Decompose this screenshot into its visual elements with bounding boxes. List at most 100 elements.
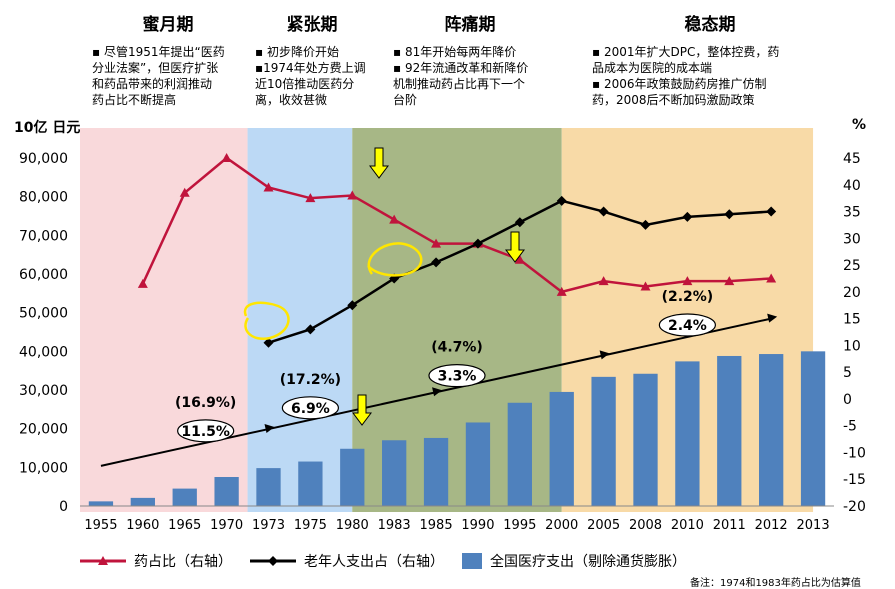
x-tick-label: 1995 bbox=[503, 518, 536, 533]
right-axis-unit: % bbox=[852, 117, 867, 133]
cagr-label: (17.2%) bbox=[280, 372, 341, 388]
elderly-point-2011 bbox=[724, 209, 735, 220]
left-tick-label: 60,000 bbox=[19, 267, 68, 283]
right-tick-label: 35 bbox=[843, 205, 861, 221]
legend-drug-ratio-label: 药占比（右轴） bbox=[134, 554, 232, 570]
drug-ratio-point-2005 bbox=[598, 276, 609, 286]
elderly-point-2010 bbox=[682, 211, 693, 222]
legend-drug-ratio: 药占比（右轴） bbox=[80, 551, 232, 571]
yellow-highlight-circle bbox=[243, 301, 290, 341]
x-tick-label: 1973 bbox=[252, 518, 285, 533]
right-tick-label: 30 bbox=[843, 231, 861, 247]
growth-rate-label: 6.9% bbox=[291, 401, 330, 417]
right-tick-label: 10 bbox=[843, 338, 861, 354]
drug-ratio-point-2000 bbox=[556, 286, 567, 296]
left-axis-unit: 10亿 日元 bbox=[14, 120, 81, 136]
x-tick-label: 1955 bbox=[84, 518, 117, 533]
bar-1973 bbox=[256, 468, 281, 506]
elderly-point-1995 bbox=[514, 217, 525, 228]
yellow-highlight-circle bbox=[367, 242, 423, 277]
left-tick-label: 50,000 bbox=[19, 306, 68, 322]
note-line: ▪ 2006年政策鼓励药房推广仿制 bbox=[592, 77, 767, 91]
note-line: 和药品带来的利润推动 bbox=[92, 77, 213, 91]
elderly-point-1990 bbox=[472, 238, 483, 249]
note-line: 机制推动药占比再下一个 bbox=[393, 77, 526, 91]
yellow-down-arrow-icon bbox=[369, 147, 389, 179]
phase-title-honeymoon: 蜜月期 bbox=[142, 15, 194, 35]
left-tick-label: 0 bbox=[59, 499, 68, 515]
drug-ratio-line bbox=[141, 156, 772, 294]
note-line: ▪ 2001年扩大DPC，整体控费，药 bbox=[592, 45, 780, 59]
note-line: 品成本为医院的成本端 bbox=[592, 61, 713, 75]
bar-1985 bbox=[423, 437, 449, 506]
drug-ratio-point-1973 bbox=[263, 182, 274, 192]
legend-elderly-label: 老年人支出占（右轴） bbox=[304, 554, 444, 570]
left-tick-label: 40,000 bbox=[19, 344, 68, 360]
phase-notes-tension: ▪ 初步降价开始 ▪1974年处方费上调 近10倍推动医药分 离，收效甚微 bbox=[255, 44, 395, 108]
elderly-point-1985 bbox=[431, 257, 442, 268]
bar-1990 bbox=[465, 422, 491, 506]
drug-ratio-point-1975 bbox=[305, 193, 316, 203]
right-tick-label: -20 bbox=[843, 499, 866, 515]
bar-2013 bbox=[800, 351, 826, 506]
bar-1970 bbox=[214, 477, 239, 506]
right-tick-label: 5 bbox=[843, 365, 852, 381]
bar-2008 bbox=[633, 373, 658, 506]
x-tick-label: 2013 bbox=[797, 518, 830, 533]
drug-ratio-point-2012 bbox=[766, 273, 777, 283]
elderly-point-1980 bbox=[347, 300, 358, 311]
drug-ratio-point-1995 bbox=[514, 254, 525, 264]
trend-arrowhead bbox=[599, 350, 610, 360]
bar-1995 bbox=[507, 402, 532, 506]
drug-ratio-point-1970 bbox=[221, 153, 232, 162]
growth-rate-label: 2.4% bbox=[668, 318, 707, 334]
x-tick-label: 1975 bbox=[294, 518, 327, 533]
phase-band-1 bbox=[80, 128, 248, 512]
note-line: ▪ 81年开始每两年降价 bbox=[393, 45, 517, 59]
legend-elderly-swatch bbox=[250, 556, 296, 566]
cagr-label: (4.7%) bbox=[431, 340, 483, 356]
bar-2005 bbox=[591, 376, 616, 506]
x-tick-label: 1985 bbox=[420, 518, 453, 533]
note-line: ▪ 92年流通改革和新降价 bbox=[393, 61, 529, 75]
trend-arrowhead bbox=[767, 313, 778, 323]
trend-arrowhead bbox=[264, 424, 275, 434]
x-tick-label: 1965 bbox=[168, 518, 201, 533]
growth-rate-bubble bbox=[658, 313, 716, 337]
drug-ratio-point-1965 bbox=[179, 187, 190, 197]
bar-1983 bbox=[382, 440, 407, 506]
note-line: ▪ 尽管1951年提出“医药 bbox=[92, 45, 225, 59]
right-tick-label: 0 bbox=[843, 392, 852, 408]
elderly-point-1973 bbox=[263, 337, 274, 348]
x-tick-label: 1990 bbox=[461, 518, 494, 533]
cagr-label: (2.2%) bbox=[662, 289, 714, 305]
elderly-point-2012 bbox=[766, 206, 777, 217]
right-tick-label: 40 bbox=[843, 178, 861, 194]
phase-title-tension: 紧张期 bbox=[286, 15, 338, 35]
x-tick-label: 2011 bbox=[713, 518, 746, 533]
elderly-point-2000 bbox=[556, 195, 567, 206]
phase-title-stable: 稳态期 bbox=[684, 15, 736, 35]
bar-1980 bbox=[340, 448, 365, 506]
yellow-down-arrow-icon bbox=[505, 231, 525, 263]
left-tick-label: 30,000 bbox=[19, 383, 68, 399]
phase-title-pain: 阵痛期 bbox=[444, 15, 496, 35]
left-tick-label: 90,000 bbox=[19, 151, 68, 167]
growth-rate-label: 3.3% bbox=[438, 369, 477, 385]
legend-spending-label: 全国医疗支出（剔除通货膨胀） bbox=[490, 554, 686, 570]
legend-spending: 全国医疗支出（剔除通货膨胀） bbox=[462, 551, 686, 571]
growth-rate-bubble bbox=[177, 419, 235, 443]
trend-arrowhead bbox=[432, 387, 443, 397]
drug-ratio-point-1983 bbox=[389, 214, 400, 224]
left-tick-label: 80,000 bbox=[19, 190, 68, 206]
yellow-down-arrow-icon bbox=[352, 394, 372, 426]
elderly-point-1975 bbox=[305, 324, 316, 335]
legend-drug-ratio-swatch bbox=[80, 556, 126, 565]
phase-notes-honeymoon: ▪ 尽管1951年提出“医药 分业法案”，但医疗扩张 和药品带来的利润推动 药占… bbox=[92, 44, 252, 108]
legend-elderly: 老年人支出占（右轴） bbox=[250, 551, 444, 571]
elderly-point-2008 bbox=[640, 219, 651, 230]
note-line: 近10倍推动医药分 bbox=[255, 77, 355, 91]
x-tick-label: 2005 bbox=[587, 518, 620, 533]
x-tick-label: 2010 bbox=[671, 518, 704, 533]
